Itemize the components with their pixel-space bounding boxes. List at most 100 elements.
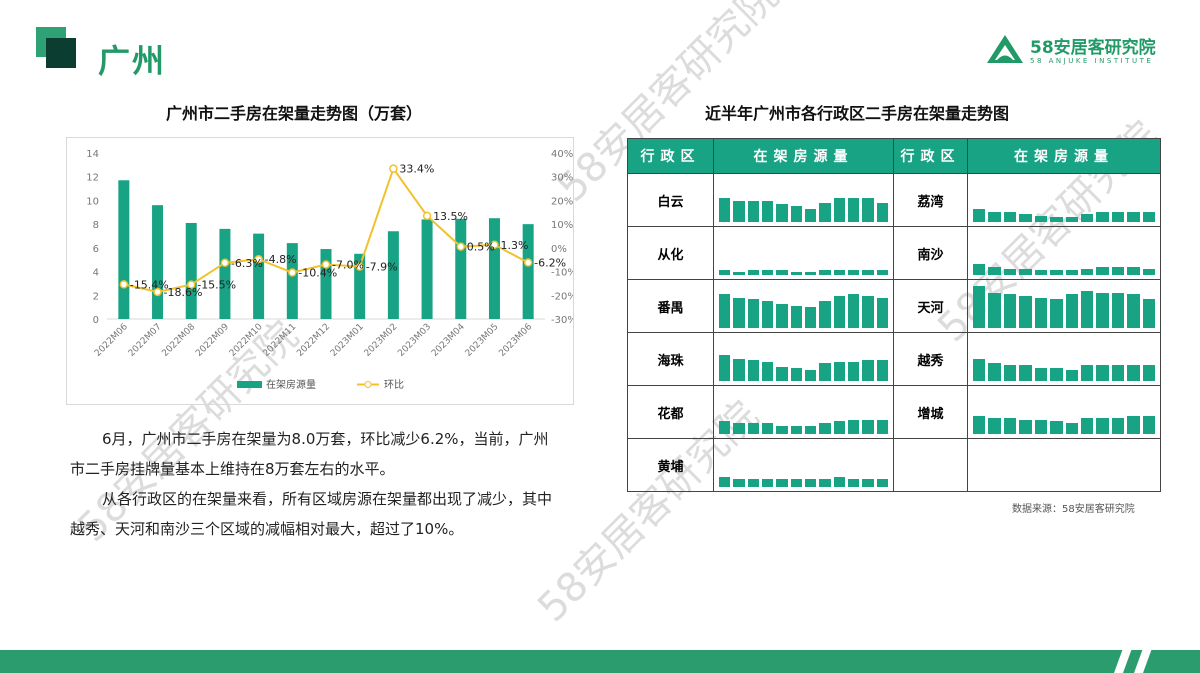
sparkline-bar	[776, 479, 788, 487]
line-point	[153, 287, 162, 297]
sparkline-bar	[1096, 292, 1109, 328]
sparkline-bar	[1019, 268, 1032, 275]
district-sparkline	[713, 279, 894, 333]
sparkline-bar	[973, 416, 986, 434]
header-district: 行政区	[893, 138, 968, 174]
line-point	[490, 240, 499, 250]
sparkline-bar	[1096, 212, 1109, 222]
sparkline-bar	[819, 202, 831, 222]
sparkline-bar	[1142, 212, 1156, 222]
sparkline-bar	[1142, 365, 1156, 381]
district-name: 越秀	[893, 332, 968, 386]
sparkline-bar	[761, 300, 774, 328]
district-sparkline	[713, 438, 894, 492]
sparkline-bar	[1050, 368, 1063, 381]
logo: 58安居客研究院 58 ANJUKE INSTITUTE	[985, 33, 1175, 73]
table-title: 近半年广州市各行政区二手房在架量走势图	[705, 104, 1010, 123]
sparkline-bar	[804, 209, 817, 222]
legend-label: 在架房源量	[266, 378, 316, 391]
sparkline-bar	[833, 296, 845, 328]
sparkline	[969, 390, 1159, 434]
chart-title: 广州市二手房在架量走势图（万套）	[166, 104, 423, 123]
sparkline-bar	[1080, 418, 1094, 434]
district-sparkline	[967, 385, 1161, 439]
sparkline-bar	[1111, 365, 1125, 381]
sparkline	[969, 231, 1159, 275]
sparkline-bar	[1111, 292, 1125, 328]
line-point	[220, 258, 230, 268]
bar	[219, 228, 231, 319]
sparkline-bar	[733, 422, 745, 434]
sparkline-bar	[1019, 365, 1032, 381]
line-point	[456, 242, 466, 251]
data-label: 1.3%	[500, 239, 528, 252]
sparkline-bar	[819, 270, 831, 275]
footer-bar	[0, 650, 1200, 673]
sparkline-bar	[1065, 369, 1078, 381]
y2-tick-label: 40%	[551, 149, 573, 160]
sparkline-bar	[1096, 267, 1109, 275]
district-sparkline	[967, 226, 1161, 280]
y2-tick-label: -30%	[551, 315, 573, 326]
sparkline-bar	[790, 206, 802, 222]
district-sparkline	[967, 332, 1161, 386]
sparkline-bar	[973, 209, 986, 222]
sparkline-bar	[988, 212, 1001, 222]
sparkline-bar	[1034, 368, 1048, 381]
sparkline	[715, 284, 892, 328]
sparkline-bar	[719, 198, 731, 222]
sparkline-bar	[761, 201, 774, 222]
sparkline-bar	[833, 477, 845, 487]
x-tick-label: 2023M06	[497, 322, 534, 359]
y2-tick-label: -10%	[551, 268, 573, 279]
sparkline-bar	[776, 366, 788, 381]
y-tick-label: 6	[93, 244, 99, 255]
sparkline-bar	[1034, 419, 1048, 434]
line-point	[254, 254, 263, 264]
x-tick-label: 2022M07	[127, 322, 164, 359]
sparkline-bar	[1080, 268, 1094, 275]
line-point	[288, 268, 297, 277]
data-label: -10.4%	[298, 267, 337, 280]
x-tick-label: 2023M04	[430, 322, 467, 359]
sparkline	[969, 337, 1159, 381]
sparkline-bar	[790, 271, 802, 275]
sparkline-bar	[819, 300, 831, 328]
district-name: 南沙	[893, 226, 968, 280]
bar-line-chart: 0 2 4 6 8 10 12 14 -30% -20% -10% 0% 10% 20% 30% 40% 202…	[86, 149, 573, 391]
sparkline-bar	[847, 270, 860, 275]
sparkline-bar	[876, 479, 888, 487]
sparkline-bar	[819, 363, 831, 381]
sparkline-bar	[1127, 294, 1140, 328]
header-district: 行政区	[627, 138, 714, 174]
sparkline-bar	[1111, 212, 1125, 222]
sparkline-bar	[790, 426, 802, 434]
x-tick-label: 2023M02	[363, 322, 400, 359]
paragraph: 从各行政区的在架量来看，所有区域房源在架量都出现了减少，其中越秀、天河和南沙三个…	[70, 490, 553, 538]
sparkline	[715, 337, 892, 381]
x-tick-label: 2022M06	[93, 322, 130, 359]
sparkline-bar	[804, 307, 817, 328]
sparkline-bar	[876, 419, 888, 434]
x-tick-label: 2022M10	[228, 322, 265, 359]
sparkline-bar	[761, 361, 774, 381]
district-sparkline	[713, 385, 894, 439]
x-tick-label: 2022M12	[295, 322, 332, 359]
legend-bar-swatch	[237, 381, 262, 388]
sparkline-bar	[790, 479, 802, 487]
district-table: 行政区 在架房源量 行政区 在架房源量 白云 荔湾 从化 南沙 番禺 天河 海珠 越秀 花都 增城…	[627, 138, 1161, 492]
logo-text: 58安居客研究院	[1030, 38, 1156, 58]
sparkline-bar	[862, 198, 874, 222]
bar	[387, 231, 399, 319]
sparkline-bar	[733, 201, 745, 222]
data-label: -7.9%	[366, 261, 398, 274]
footer-stripe	[1132, 650, 1153, 673]
sparkline-bar	[847, 198, 860, 222]
sparkline-bar	[1003, 418, 1017, 434]
y-tick-label: 2	[93, 291, 99, 302]
data-label: -15.4%	[130, 278, 169, 291]
y-tick-label: 4	[93, 268, 99, 279]
x-tick-label: 2022M08	[160, 322, 197, 359]
logo-subtext: 58 ANJUKE INSTITUTE	[1030, 57, 1154, 65]
